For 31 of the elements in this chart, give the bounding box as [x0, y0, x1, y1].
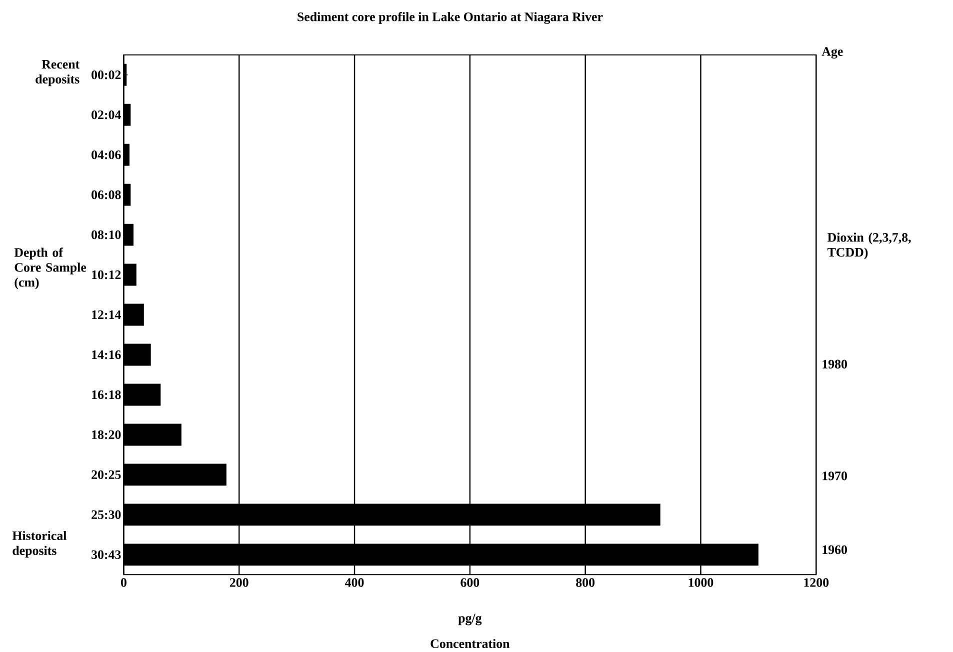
y-tick-label: 16:18 [92, 390, 121, 399]
y-axis-title: Depth of Core Sample (cm) [14, 247, 86, 290]
text: 1970 [822, 471, 847, 480]
x-tick-label: 200 [230, 578, 248, 587]
x-tick-label: 0 [120, 578, 126, 587]
text: Recent deposits [36, 60, 80, 86]
x-axis-title: pg/g [458, 614, 482, 626]
chart-title: Sediment core profile in Lake Ontario at Niagara River [298, 12, 603, 24]
y-tick-label: 18:20 [92, 430, 121, 439]
y-tick-label: 06:08 [92, 190, 121, 199]
text: 1960 [822, 545, 847, 554]
x-tick-label: 600 [460, 578, 480, 587]
y-tick-label: 14:16 [92, 350, 121, 359]
x-tick-label: 400 [345, 578, 364, 587]
text: 1980 [822, 360, 847, 368]
y-tick-label: 08:10 [92, 230, 121, 239]
y-tick-label: 02:04 [92, 110, 121, 119]
text: Concentration [430, 638, 510, 648]
x-tick-label: 1000 [688, 578, 714, 587]
y-tick-label: 30:43 [92, 550, 121, 559]
text: Age [822, 46, 843, 58]
x-tick-label: 1200 [804, 578, 829, 587]
y-tick-label: 00:02 [92, 70, 121, 80]
text: Dioxin (2,3,7,8, TCDD) [828, 232, 911, 260]
y-tick-label: 12:14 [92, 310, 121, 319]
text: Historical deposits [12, 530, 67, 558]
y-tick-label: 04:06 [92, 150, 121, 159]
y-tick-label: 20:25 [92, 470, 121, 479]
x-tick-label: 800 [576, 578, 595, 587]
y-tick-label: 25:30 [92, 510, 121, 519]
y-tick-label: 10:12 [92, 270, 121, 279]
